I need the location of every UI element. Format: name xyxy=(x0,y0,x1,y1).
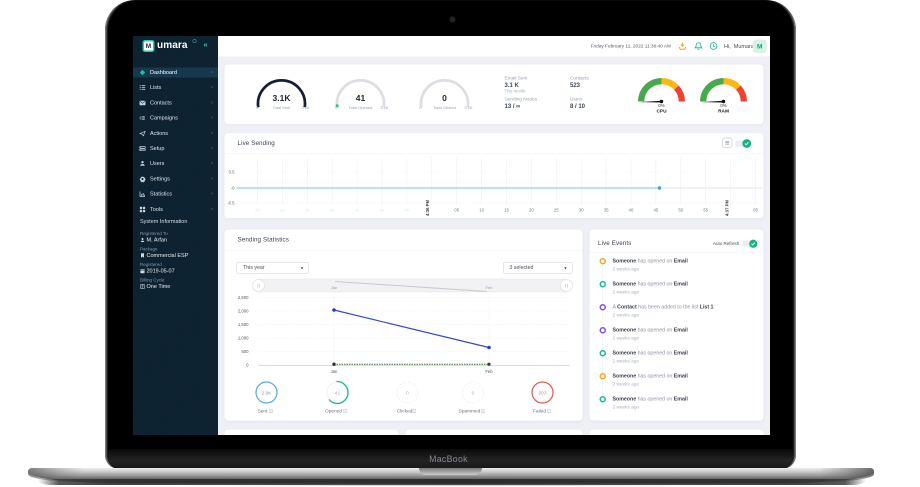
svg-text:45: 45 xyxy=(355,208,360,213)
svg-text:500: 500 xyxy=(241,349,249,354)
svg-text:This month: This month xyxy=(505,89,527,94)
svg-text:3.1 K: 3.1 K xyxy=(505,83,520,89)
svg-text:50: 50 xyxy=(678,208,683,213)
svg-text:55: 55 xyxy=(405,208,410,213)
svg-text:45: 45 xyxy=(654,208,659,213)
svg-text:Email Sent: Email Sent xyxy=(505,76,529,82)
svg-text:3.1K: 3.1K xyxy=(464,105,473,110)
svg-text:35: 35 xyxy=(604,208,609,213)
svg-text:55: 55 xyxy=(703,208,708,213)
svg-text:523: 523 xyxy=(570,83,581,89)
svg-text:Spammed: Spammed xyxy=(459,409,481,415)
svg-text:Sent: Sent xyxy=(258,409,268,415)
svg-text:3.1K: 3.1K xyxy=(380,105,389,110)
svg-text:0: 0 xyxy=(256,105,259,110)
svg-text:i: i xyxy=(345,409,346,413)
svg-text:3.1K: 3.1K xyxy=(273,93,292,103)
svg-text:05: 05 xyxy=(753,208,758,213)
svg-text:3.1K: 3.1K xyxy=(301,105,310,110)
svg-text:CPU: CPU xyxy=(656,109,667,115)
svg-text:i: i xyxy=(414,409,415,413)
svg-text:8 / 10: 8 / 10 xyxy=(570,104,586,110)
svg-text:1,000: 1,000 xyxy=(238,336,249,341)
svg-text:Sending Nodes: Sending Nodes xyxy=(505,97,538,103)
svg-text:15: 15 xyxy=(504,208,509,213)
svg-text:4:36 PM: 4:36 PM xyxy=(425,199,430,216)
svg-text:10: 10 xyxy=(479,208,484,213)
svg-text:41: 41 xyxy=(356,93,366,103)
svg-text:203: 203 xyxy=(539,391,547,397)
svg-text:1,500: 1,500 xyxy=(238,322,249,327)
svg-text:4:37 PM: 4:37 PM xyxy=(725,199,730,216)
svg-text:i: i xyxy=(483,409,484,413)
svg-text:Total Sent: Total Sent xyxy=(273,105,292,110)
svg-text:Feb: Feb xyxy=(485,369,493,374)
svg-text:RAM: RAM xyxy=(718,109,729,115)
svg-text:25: 25 xyxy=(554,208,559,213)
svg-text:0%: 0% xyxy=(720,103,727,108)
svg-text:0%: 0% xyxy=(658,103,665,108)
svg-text:25: 25 xyxy=(255,208,260,213)
svg-text:i: i xyxy=(549,409,550,413)
svg-text:0: 0 xyxy=(406,391,409,397)
svg-text:Contacts: Contacts xyxy=(570,76,589,82)
svg-text:Total Opened: Total Opened xyxy=(349,105,373,110)
svg-text:50: 50 xyxy=(380,208,385,213)
svg-text:-0: -0 xyxy=(231,186,235,191)
svg-text:Users: Users xyxy=(570,97,583,103)
svg-text:0: 0 xyxy=(472,391,475,397)
svg-text:0: 0 xyxy=(246,363,249,368)
svg-text:2.0K: 2.0K xyxy=(262,391,273,397)
svg-text:i: i xyxy=(271,409,272,413)
svg-text:40: 40 xyxy=(330,208,335,213)
svg-text:0.5: 0.5 xyxy=(229,170,236,175)
svg-text:13 / ∞: 13 / ∞ xyxy=(505,104,521,110)
svg-text:30: 30 xyxy=(579,208,584,213)
svg-text:Jan: Jan xyxy=(331,285,337,290)
svg-text:0: 0 xyxy=(442,93,447,103)
svg-text:Jan: Jan xyxy=(331,369,338,374)
svg-text:0: 0 xyxy=(335,105,338,110)
svg-text:2,500: 2,500 xyxy=(238,295,249,300)
svg-text:Feb: Feb xyxy=(486,285,494,290)
svg-text:05: 05 xyxy=(454,208,459,213)
svg-text:20: 20 xyxy=(529,208,534,213)
svg-text:Failed: Failed xyxy=(533,409,546,415)
svg-text:41: 41 xyxy=(335,391,341,397)
svg-text:30: 30 xyxy=(280,208,285,213)
svg-text:-0.5: -0.5 xyxy=(227,201,235,206)
svg-text:Opened: Opened xyxy=(325,409,342,415)
svg-text:Clicked: Clicked xyxy=(397,409,413,415)
svg-text:Total Clicked: Total Clicked xyxy=(433,105,456,110)
svg-text:0: 0 xyxy=(419,105,422,110)
svg-text:35: 35 xyxy=(305,208,310,213)
svg-text:40: 40 xyxy=(629,208,634,213)
svg-text:2,000: 2,000 xyxy=(238,309,249,314)
